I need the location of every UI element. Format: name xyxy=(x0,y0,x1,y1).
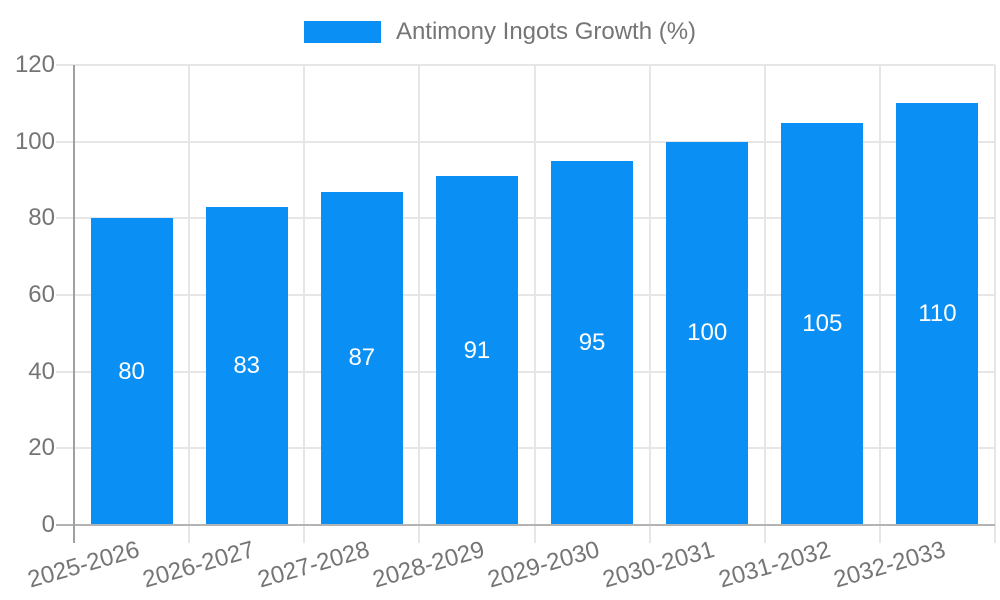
bar-value-label: 105 xyxy=(802,309,843,337)
vertical-gridline xyxy=(533,65,536,543)
y-tick-label: 100 xyxy=(14,127,55,155)
bar-value-label: 100 xyxy=(687,319,728,347)
legend-label: Antimony Ingots Growth (%) xyxy=(395,18,697,45)
y-gridline xyxy=(56,370,995,373)
y-tick-label: 0 xyxy=(41,511,55,538)
bar-value-label: 83 xyxy=(233,351,261,379)
bar xyxy=(435,176,518,525)
y-tick-label: 120 xyxy=(14,51,55,78)
y-axis-line xyxy=(73,65,75,543)
bar xyxy=(90,218,173,525)
bar-value-label: 80 xyxy=(118,357,145,385)
y-gridline xyxy=(56,140,995,143)
bar-value-label: 110 xyxy=(918,300,957,328)
vertical-gridline xyxy=(763,65,766,543)
bar xyxy=(320,191,403,525)
bar-value-label: 87 xyxy=(348,344,376,372)
y-gridline xyxy=(56,217,995,220)
vertical-gridline xyxy=(303,65,306,543)
bar xyxy=(205,206,288,525)
bar xyxy=(551,160,634,525)
legend-swatch xyxy=(303,21,381,43)
bar-value-label: 91 xyxy=(463,336,491,364)
vertical-gridline xyxy=(418,65,421,543)
vertical-gridline xyxy=(648,65,651,543)
bar xyxy=(666,141,749,525)
y-gridline xyxy=(56,64,995,66)
vertical-gridline xyxy=(878,65,881,543)
x-tick-label: 2032-2033 xyxy=(830,535,949,594)
x-axis-baseline xyxy=(56,524,995,526)
x-tick-label: 2029-2030 xyxy=(485,535,603,594)
x-tick-label: 2025-2026 xyxy=(24,535,143,594)
y-tick-label: 20 xyxy=(28,434,55,462)
x-tick-label: 2027-2028 xyxy=(254,535,373,594)
chart-legend: Antimony Ingots Growth (%) xyxy=(0,17,1000,47)
y-tick-label: 60 xyxy=(28,281,55,308)
x-tick-label: 2030-2031 xyxy=(600,535,718,594)
bar xyxy=(781,122,864,525)
bar-value-label: 95 xyxy=(578,328,606,356)
vertical-gridline xyxy=(994,65,996,543)
bar xyxy=(896,103,979,525)
vertical-gridline xyxy=(188,65,191,543)
y-tick-label: 40 xyxy=(28,357,55,385)
x-tick-label: 2026-2027 xyxy=(139,535,258,594)
x-tick-label: 2028-2029 xyxy=(369,535,488,594)
y-gridline xyxy=(56,294,995,296)
y-tick-label: 80 xyxy=(28,204,55,232)
y-gridline xyxy=(56,447,995,450)
x-tick-label: 2031-2032 xyxy=(715,535,834,594)
